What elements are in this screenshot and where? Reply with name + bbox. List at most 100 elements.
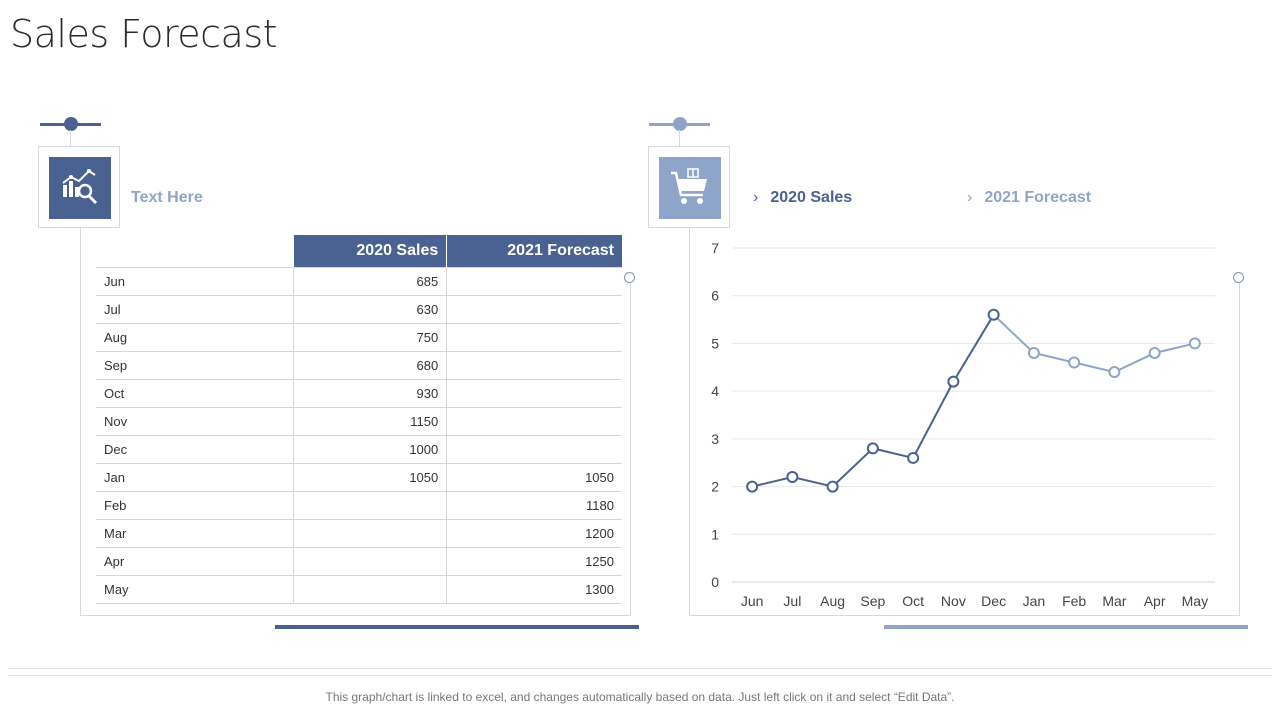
legend-chevron-icon: › (967, 189, 973, 206)
left-pin-stem (70, 130, 71, 146)
table-cell-month: Jan (96, 463, 294, 492)
table-header-sales: 2020 Sales (293, 235, 448, 268)
table-cell-sales (293, 575, 447, 604)
table-row: Jan 1050 1050 (96, 463, 622, 492)
table-row: Nov 1150 (96, 407, 622, 436)
table-row: Sep 680 (96, 351, 622, 380)
table-row: Dec 1000 (96, 435, 622, 464)
right-pin-dot (673, 117, 687, 131)
table-cell-forecast: 1250 (446, 547, 622, 576)
right-icon-frame (648, 146, 730, 228)
data-point (1108, 366, 1121, 379)
shopping-cart-icon (659, 157, 721, 219)
table-cell-forecast (446, 407, 622, 436)
chart-analytics-icon (49, 157, 111, 219)
y-tick-label: 4 (711, 383, 719, 399)
page-title: Sales Forecast (10, 12, 278, 56)
legend-chevron-icon: › (753, 189, 759, 206)
footer-divider (8, 668, 1272, 669)
data-point (786, 471, 799, 484)
table-cell-sales: 1050 (293, 463, 447, 492)
table-cell-month: Jul (96, 295, 294, 324)
right-pin-stem (679, 130, 680, 146)
table-cell-sales: 630 (293, 295, 447, 324)
y-tick-label: 7 (711, 240, 719, 256)
table-cell-forecast (446, 379, 622, 408)
x-tick-label: Feb (1062, 593, 1086, 609)
table-row: Feb 1180 (96, 491, 622, 520)
table-cell-month: Nov (96, 407, 294, 436)
data-point (947, 375, 960, 388)
data-point (1027, 346, 1040, 359)
table-cell-sales: 685 (293, 267, 447, 296)
left-panel-ring (624, 272, 635, 283)
sales-table: 2020 Sales 2021 Forecast Jun 685 Jul 630 Aug… (96, 235, 622, 604)
right-panel-border-right (1239, 282, 1240, 616)
right-panel-ring (1233, 272, 1244, 283)
table-cell-forecast (446, 267, 622, 296)
x-tick-label: Jun (741, 593, 764, 609)
left-panel-border-bottom (80, 615, 631, 616)
right-accent-bar (884, 625, 1248, 629)
table-cell-forecast (446, 323, 622, 352)
table-cell-sales: 750 (293, 323, 447, 352)
x-tick-label: Jan (1023, 593, 1046, 609)
x-tick-label: Dec (981, 593, 1006, 609)
x-tick-label: May (1182, 593, 1208, 609)
table-cell-month: Mar (96, 519, 294, 548)
table-cell-forecast (446, 351, 622, 380)
data-point (1068, 356, 1081, 369)
table-cell-month: Sep (96, 351, 294, 380)
left-accent-bar (275, 625, 639, 629)
table-cell-sales (293, 547, 447, 576)
data-point (1148, 346, 1161, 359)
x-tick-label: Oct (902, 593, 924, 609)
left-panel-border-right (630, 282, 631, 616)
table-row: Jul 630 (96, 295, 622, 324)
table-row: Mar 1200 (96, 519, 622, 548)
table-header-forecast: 2021 Forecast (446, 235, 622, 268)
table-cell-month: Aug (96, 323, 294, 352)
table-cell-sales: 930 (293, 379, 447, 408)
table-row: Jun 685 (96, 267, 622, 296)
data-point (746, 480, 759, 493)
y-tick-label: 0 (711, 574, 719, 590)
table-cell-sales: 680 (293, 351, 447, 380)
table-cell-forecast: 1200 (446, 519, 622, 548)
y-tick-label: 6 (711, 288, 719, 304)
series-line-2021-forecast (992, 314, 1196, 374)
left-panel-label: Text Here (131, 189, 203, 206)
sales-line-chart: 0 1 2 3 4 5 6 7 Jun Jul Aug Sep Oct Nov Dec Jan Feb Mar Ap… (711, 240, 1215, 609)
y-tick-label: 1 (711, 526, 719, 542)
data-point (987, 308, 1000, 321)
table-cell-month: Oct (96, 379, 294, 408)
x-tick-label: Apr (1144, 593, 1166, 609)
table-header-row: 2020 Sales 2021 Forecast (96, 235, 622, 268)
y-tick-label: 5 (711, 335, 719, 351)
table-header-month (96, 235, 294, 268)
table-row: May 1300 (96, 575, 622, 604)
legend-item-2020-sales: › 2020 Sales (753, 189, 852, 207)
footer-note: This graph/chart is linked to excel, and… (325, 690, 955, 704)
table-cell-forecast: 1180 (446, 491, 622, 520)
table-cell-sales (293, 491, 447, 520)
table-row: Aug 750 (96, 323, 622, 352)
table-cell-month: Jun (96, 267, 294, 296)
table-cell-forecast: 1300 (446, 575, 622, 604)
right-panel-border-left (689, 228, 690, 616)
table-cell-month: Feb (96, 491, 294, 520)
table-cell-month: May (96, 575, 294, 604)
legend-label-2021-forecast: 2021 Forecast (984, 189, 1092, 206)
x-tick-label: Jul (783, 593, 801, 609)
left-icon-frame (38, 146, 120, 228)
x-tick-label: Nov (941, 593, 966, 609)
right-panel-border-bottom (689, 615, 1240, 616)
table-cell-sales: 1000 (293, 435, 447, 464)
data-point (866, 442, 879, 455)
legend-item-2021-forecast: › 2021 Forecast (967, 189, 1091, 207)
y-tick-label: 2 (711, 479, 719, 495)
data-point (1188, 337, 1201, 350)
y-tick-label: 3 (711, 431, 719, 447)
table-cell-month: Dec (96, 435, 294, 464)
series-line-2020-sales (751, 314, 995, 488)
